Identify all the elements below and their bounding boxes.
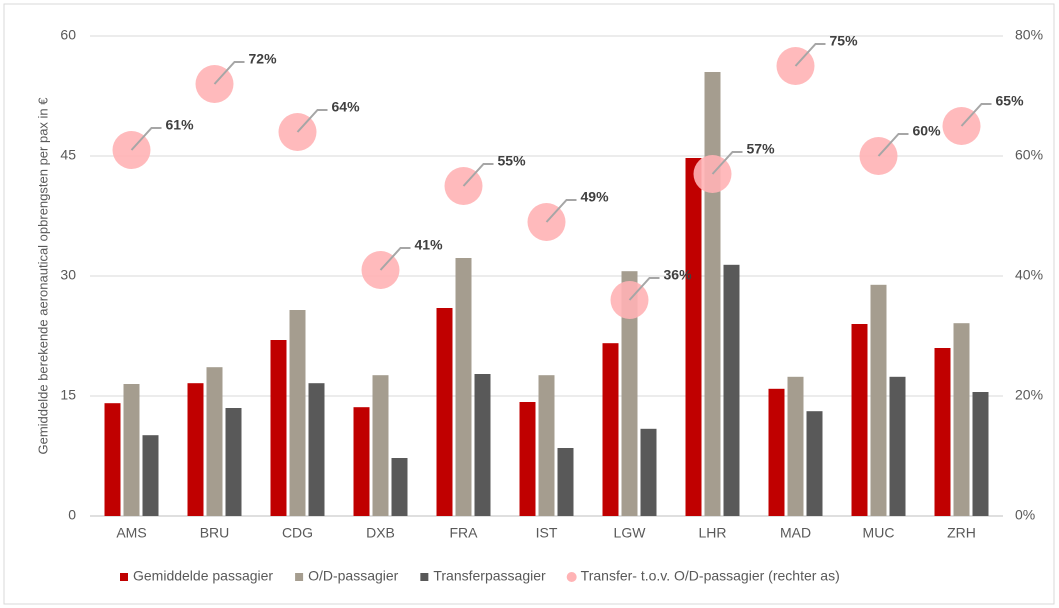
x-tick-label: CDG — [282, 525, 313, 541]
leader-line — [545, 199, 577, 223]
y-tick-label: 30 — [60, 267, 76, 283]
bar — [519, 402, 536, 516]
y2-tick-label: 60% — [1015, 147, 1043, 163]
bar — [538, 375, 555, 516]
x-tick-label: LGW — [614, 525, 647, 541]
legend-swatch — [295, 573, 304, 581]
bar — [870, 284, 887, 516]
bar — [602, 343, 619, 516]
x-tick-label: AMS — [116, 525, 146, 541]
bar — [768, 388, 785, 516]
bar — [353, 407, 370, 516]
x-tick-label: LHR — [698, 525, 726, 541]
bar — [972, 392, 989, 516]
bar — [889, 376, 906, 516]
data-label: 75% — [830, 33, 859, 49]
y2-tick-label: 40% — [1015, 267, 1043, 283]
leader-line — [711, 151, 743, 175]
x-tick-label: MAD — [780, 525, 811, 541]
data-label: 49% — [581, 189, 610, 205]
bar — [723, 264, 740, 516]
x-tick-label: MUC — [863, 525, 895, 541]
bar — [123, 384, 140, 516]
y-tick-label: 60 — [60, 27, 76, 43]
leader-line — [379, 247, 411, 271]
y2-tick-label: 0% — [1015, 507, 1035, 523]
x-tick-label: BRU — [200, 525, 230, 541]
y-tick-label: 45 — [60, 147, 76, 163]
data-label: 41% — [415, 237, 444, 253]
bar — [372, 375, 389, 516]
bar — [704, 72, 721, 516]
bar — [851, 324, 868, 516]
bar — [934, 348, 951, 516]
legend-label: Transfer- t.o.v. O/D-passagier (rechter … — [581, 568, 840, 584]
legend-label: Gemiddelde passagier — [133, 568, 273, 584]
bar — [474, 374, 491, 516]
bar — [621, 271, 638, 516]
bar — [787, 376, 804, 516]
data-label: 55% — [498, 153, 527, 169]
leader-line — [296, 109, 328, 133]
x-tick-label: ZRH — [947, 525, 976, 541]
y2-tick-label: 20% — [1015, 387, 1043, 403]
bar — [225, 408, 242, 516]
bar — [391, 458, 408, 516]
leader-line — [794, 43, 826, 67]
bar — [206, 367, 223, 516]
bar — [308, 383, 325, 516]
y-tick-label: 0 — [68, 507, 76, 523]
bar — [187, 383, 204, 516]
leader-line — [213, 61, 245, 85]
bar — [685, 158, 702, 516]
chart-frame — [3, 3, 1055, 605]
bar — [953, 323, 970, 516]
legend-label: O/D-passagier — [308, 568, 399, 584]
leader-line — [462, 163, 494, 187]
bar — [436, 308, 453, 516]
leader-line — [130, 127, 162, 151]
data-label: 65% — [996, 93, 1025, 109]
bar — [270, 340, 287, 516]
y-axis-label: Gemiddelde berekende aeronautical opbren… — [35, 97, 50, 455]
y-tick-label: 15 — [60, 387, 76, 403]
legend-swatch — [120, 573, 128, 581]
bar — [806, 411, 823, 516]
data-label: 72% — [249, 51, 278, 67]
legend-swatch — [420, 573, 429, 581]
y2-tick-label: 80% — [1015, 27, 1043, 43]
x-tick-label: FRA — [450, 525, 479, 541]
bar — [640, 428, 657, 516]
data-label: 57% — [747, 141, 776, 157]
leader-line — [960, 103, 992, 127]
bar — [289, 310, 306, 516]
x-tick-label: IST — [536, 525, 558, 541]
data-label: 60% — [913, 123, 942, 139]
bar — [104, 403, 121, 516]
bar — [455, 258, 472, 516]
data-label: 64% — [332, 99, 361, 115]
data-label: 61% — [166, 117, 195, 133]
leader-line — [628, 277, 660, 301]
legend-swatch — [566, 572, 577, 582]
leader-line — [877, 133, 909, 157]
data-label: 36% — [664, 267, 693, 283]
bar — [557, 448, 574, 516]
bar — [142, 435, 159, 516]
legend-label: Transferpassagier — [433, 568, 546, 584]
x-tick-label: DXB — [366, 525, 395, 541]
